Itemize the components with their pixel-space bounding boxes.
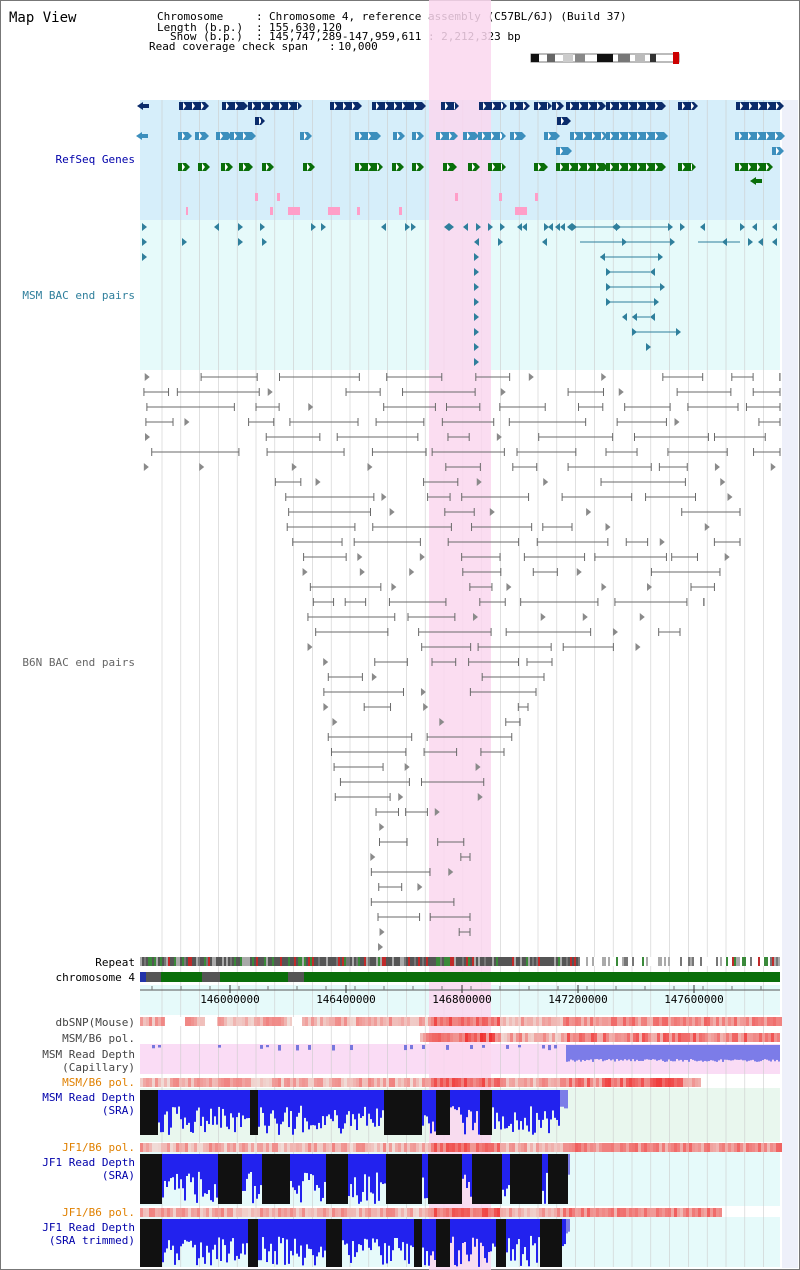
label-b6n-bac: B6N BAC end pairs [22,656,135,669]
repeat-track[interactable] [140,957,780,966]
label-jf1-read-trim: JF1 Read Depth [42,1221,135,1234]
quantitative-tracks[interactable] [140,1017,782,1267]
axis-tick-label: 147200000 [548,993,608,1006]
chromosome-bar[interactable] [140,972,780,982]
show-key: Show (b.p.) [170,30,243,43]
refseq-track[interactable] [136,102,785,215]
length-value: 155,630,120 [269,21,342,34]
label-jf1-read-trim-sub: (SRA trimmed) [48,1234,135,1247]
label-msm-b6-pol-2: MSM/B6 pol. [62,1076,135,1089]
label-dbsnp: dbSNP(Mouse) [55,1016,135,1029]
coverage-key: Read coverage check span [149,40,308,53]
chromosome-ideogram[interactable] [530,52,680,64]
label-msm-read-cap-sub: (Capillary) [62,1061,135,1074]
highlight-region [429,0,491,1270]
axis-tick-label: 147600000 [664,993,724,1006]
label-chromosome: chromosome 4 [55,971,135,984]
label-msm-read-sra-sub: (SRA) [101,1104,135,1117]
coverage-value: 10,000 [338,40,378,53]
label-jf1-read-sra: JF1 Read Depth [42,1156,135,1169]
label-jf1-b6-pol-1: JF1/B6 pol. [62,1141,135,1154]
msm-bac-track[interactable] [142,223,777,366]
length-key: Length (b.p.) [157,21,244,34]
label-refseq: RefSeq Genes [55,153,135,166]
label-msm-b6-pol-1: MSM/B6 pol. [62,1032,135,1045]
label-jf1-b6-pol-2: JF1/B6 pol. [62,1206,135,1219]
axis-tick-label: 146400000 [316,993,376,1006]
position-axis: 146000000 146400000 146800000 147200000 1476… [140,985,780,1006]
label-msm-read-cap: MSM Read Depth [42,1048,135,1061]
label-jf1-read-sra-sub: (SRA) [101,1169,135,1182]
right-margin [782,100,798,1268]
axis-tick-label: 146000000 [200,993,260,1006]
axis-tick-label: 146800000 [432,993,492,1006]
chromosome-band [140,972,780,982]
page-title: Map View [9,10,77,26]
label-msm-read-sra: MSM Read Depth [42,1091,135,1104]
chromosome-key: Chromosome [157,10,224,23]
label-repeat: Repeat [95,956,135,969]
label-msm-bac: MSM BAC end pairs [22,289,135,302]
b6n-bac-track[interactable] [143,373,781,951]
ideogram-position-marker [673,52,679,64]
